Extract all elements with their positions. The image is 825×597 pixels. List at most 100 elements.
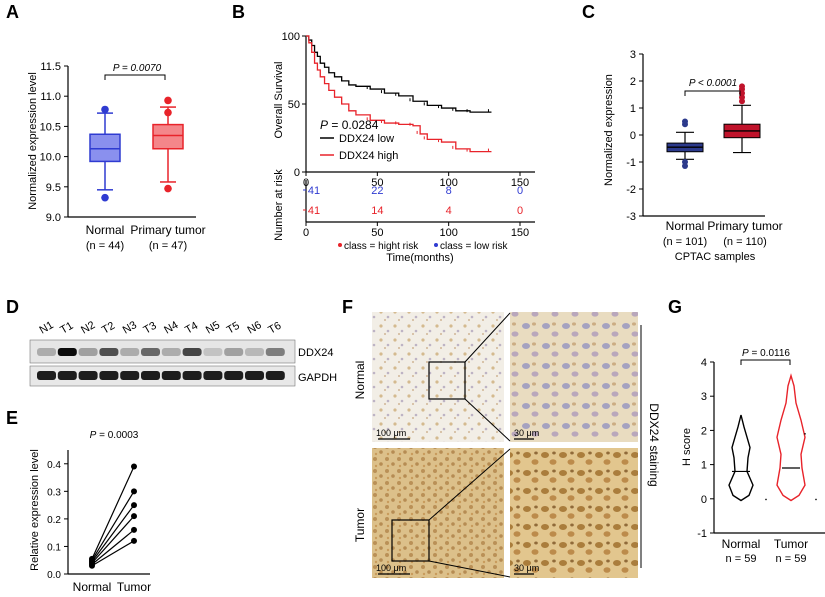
c-group-normal: Normal (666, 219, 705, 233)
panel-a-boxplot: 9.0 9.5 10.0 10.5 11.0 11.5 Normalized expres… (27, 61, 206, 252)
b-x-tick-label: 50 (371, 177, 383, 189)
panel-letter-g: G (668, 297, 682, 317)
e-tumor-point (131, 526, 137, 533)
f-row-tumor: Tumor (353, 508, 367, 542)
ihc-tumor-low-mag (372, 448, 504, 578)
g-outlier-dot (804, 433, 806, 435)
c-y-label: Normalized expression (603, 74, 615, 186)
g-y-tick-label: 1 (701, 460, 707, 472)
b-x-label: Time(months) (386, 252, 453, 264)
a-y-tick-label: 10.0 (40, 152, 61, 164)
b-risk-low-count: 41 (308, 185, 320, 197)
d-ddx24-band (203, 348, 223, 356)
b-risk-high-count: 14 (371, 205, 383, 217)
g-p-value: P = 0.0116 (742, 348, 790, 359)
d-lane-label: N2 (79, 319, 97, 336)
a-outlier (164, 96, 172, 105)
b-curve-low (306, 35, 492, 113)
a-outlier (101, 105, 109, 114)
g-violin-normal (728, 414, 754, 502)
g-group-tumor: Tumor (774, 537, 808, 551)
g-n-tumor: n = 59 (776, 553, 807, 565)
d-ddx24-band (161, 348, 181, 356)
e-pair-line (91, 491, 135, 561)
g-y-tick-label: -1 (697, 528, 707, 540)
d-ddx24-band (120, 348, 140, 356)
d-ddx24-band (99, 348, 119, 356)
c-x-label: CPTAC samples (675, 251, 756, 263)
e-pair-line (91, 540, 135, 567)
b-x-tick-label: 150 (511, 177, 529, 189)
a-group-tumor: Primary tumor (130, 223, 205, 237)
panel-f-ihc: Normal Tumor (353, 312, 661, 578)
c-y-tick-label: 2 (630, 76, 636, 88)
d-gapdh-band (161, 371, 181, 380)
d-gapdh-band (120, 371, 140, 380)
c-outlier (682, 121, 688, 128)
d-lane-label: N3 (121, 319, 139, 336)
a-y-tick-label: 9.0 (46, 212, 61, 224)
panel-letter-d: D (6, 297, 19, 317)
d-lane-label: T6 (266, 320, 283, 337)
d-lane-label: N5 (204, 319, 222, 336)
c-outlier (682, 159, 688, 165)
g-y-label: H score (681, 428, 693, 466)
ddx24-blot-strip (29, 339, 296, 364)
c-y-tick-label: 0 (630, 130, 636, 142)
d-gapdh-band (57, 371, 77, 380)
e-pair-line (91, 515, 135, 564)
e-pair-line (91, 529, 135, 565)
a-y-tick-label: 9.5 (46, 182, 61, 194)
a-n-tumor: (n = 47) (149, 240, 187, 252)
a-y-tick-label: 11.5 (40, 61, 61, 73)
c-y-tick-label: 1 (630, 103, 636, 115)
b-risk-high-count: 41 (308, 205, 320, 217)
d-gapdh-band (203, 371, 223, 380)
d-lane-label: N4 (162, 319, 180, 336)
b-risk-label: Number at risk (273, 169, 285, 241)
b-risk-x-tick-label: 50 (371, 227, 383, 239)
c-outlier (739, 83, 745, 90)
d-ddx24-band (37, 348, 56, 356)
e-group-tumor: Tumor (117, 580, 151, 594)
d-lane-label: N1 (38, 319, 56, 336)
f-scale-normal-low: 100 μm (376, 428, 406, 438)
d-gapdh-band (224, 371, 244, 380)
d-lane-label: T5 (225, 320, 242, 337)
b-p-rest: = 0.0284 (328, 118, 379, 132)
b-legend-low: DDX24 low (339, 133, 394, 145)
d-lane-label: T2 (100, 320, 117, 337)
g-y-tick-label: 4 (701, 357, 707, 369)
g-violin-tumor (776, 373, 806, 502)
b-p-value: P = 0.0284 (320, 118, 379, 132)
a-n-normal: (n = 44) (86, 240, 124, 252)
d-lane-label: T4 (183, 320, 200, 337)
e-pair-line (91, 504, 135, 562)
a-y-tick-label: 10.5 (40, 121, 61, 133)
c-n-normal: (n = 101) (663, 236, 707, 248)
ihc-tumor-high-mag (510, 448, 638, 578)
a-box (152, 123, 184, 150)
panel-letter-c: C (582, 2, 595, 22)
b-risk-low-count: 0 (517, 185, 523, 197)
b-risk-x-tick-label: 100 (439, 227, 457, 239)
c-y-tick-label: -3 (626, 211, 636, 223)
d-ddx24-band (245, 348, 264, 356)
panel-letter-e: E (6, 408, 18, 428)
a-group-normal: Normal (86, 223, 125, 237)
e-tumor-point (131, 502, 137, 509)
f-scale-normal-high: 30 μm (514, 428, 539, 438)
b-risk-low-count: 8 (446, 185, 452, 197)
e-y-tick-label: 0.2 (47, 515, 61, 526)
d-ddx24-band (182, 348, 202, 356)
e-y-tick-label: 0.3 (47, 487, 61, 498)
c-y-tick-label: 3 (630, 49, 636, 61)
a-y-tick-label: 11.0 (40, 91, 61, 103)
d-gapdh-band (265, 371, 285, 380)
e-normal-point (89, 562, 95, 569)
e-group-normal: Normal (73, 580, 112, 594)
a-outlier (101, 193, 109, 202)
b-curve-high (306, 35, 492, 153)
e-tumor-point (131, 463, 137, 470)
e-y-tick-label: 0.4 (47, 460, 61, 471)
